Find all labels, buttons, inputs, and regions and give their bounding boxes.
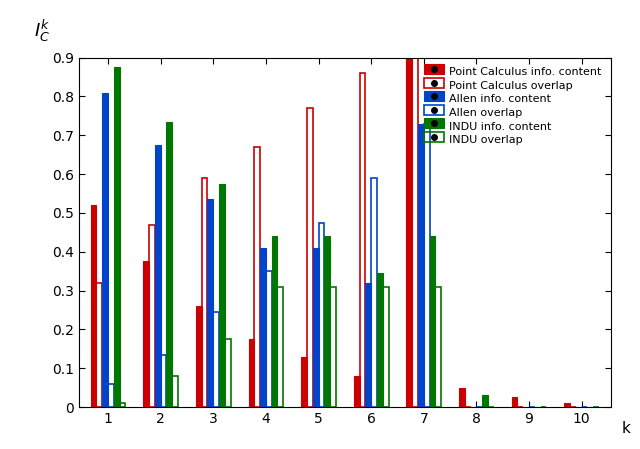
Bar [172, 376, 178, 407]
Bar [91, 205, 97, 407]
Bar [114, 67, 120, 407]
Bar [213, 312, 219, 407]
Bar [120, 403, 125, 407]
Bar [97, 283, 102, 407]
Bar [271, 236, 278, 407]
Bar [365, 283, 371, 407]
Text: $I_C^k$: $I_C^k$ [34, 18, 50, 44]
Bar [301, 357, 307, 407]
Bar [354, 376, 360, 407]
Bar [161, 355, 166, 407]
Bar [260, 248, 266, 407]
Bar [266, 271, 271, 407]
Bar [424, 123, 429, 407]
Bar [196, 306, 202, 407]
Bar [512, 397, 518, 407]
Bar [207, 199, 213, 407]
Bar [313, 248, 319, 407]
Bar [383, 287, 388, 407]
Text: k: k [621, 421, 630, 436]
Bar [371, 178, 377, 407]
Bar [406, 57, 412, 407]
Bar [330, 287, 336, 407]
Bar [219, 184, 225, 407]
Bar [435, 287, 441, 407]
Bar [429, 236, 435, 407]
Bar [307, 108, 313, 407]
Bar [202, 178, 207, 407]
Bar [248, 339, 254, 407]
Legend: Point Calculus info. content, Point Calculus overlap, Allen info. content, Allen: Point Calculus info. content, Point Calc… [420, 63, 605, 149]
Bar [143, 261, 149, 407]
Bar [319, 223, 324, 407]
Bar [149, 224, 155, 407]
Bar [102, 92, 108, 407]
Bar [377, 273, 383, 407]
Bar [108, 384, 114, 407]
Bar [418, 123, 424, 407]
Bar [564, 403, 570, 407]
Bar [324, 236, 330, 407]
Bar [459, 387, 465, 407]
Bar [360, 73, 365, 407]
Bar [482, 396, 488, 407]
Bar [254, 147, 260, 407]
Bar [278, 287, 284, 407]
Bar [166, 122, 172, 407]
Bar [155, 145, 161, 407]
Bar [225, 339, 230, 407]
Bar [412, 57, 418, 407]
